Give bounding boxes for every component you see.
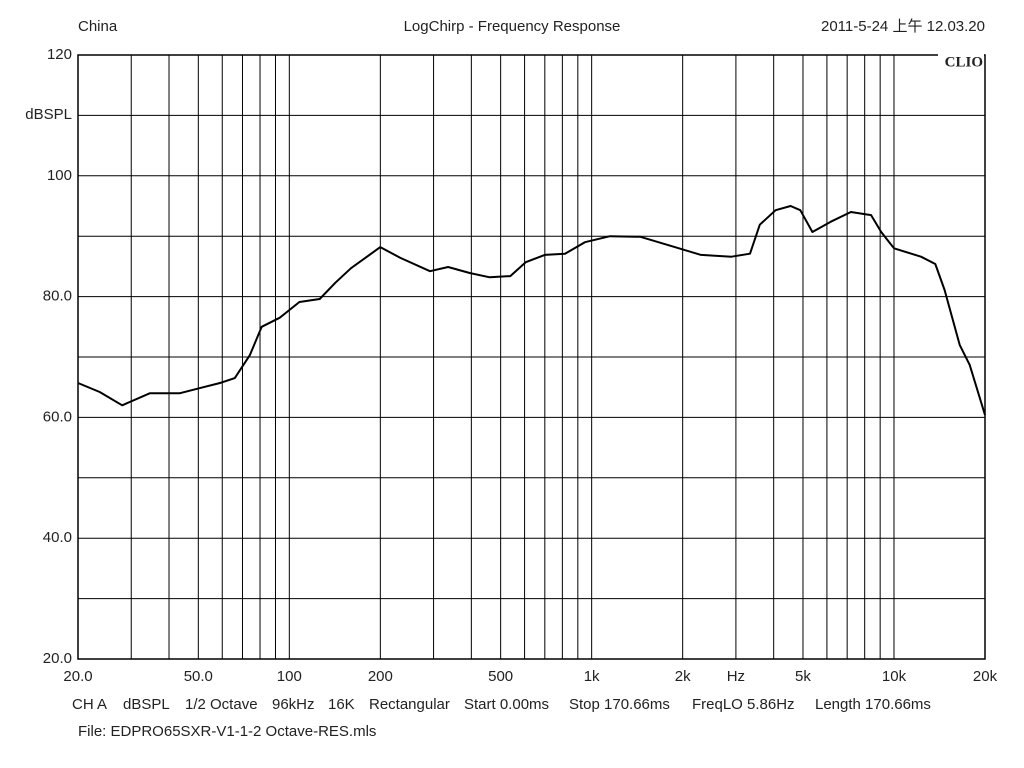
x-tick-label: 50.0 bbox=[184, 668, 213, 685]
x-tick-label: 5k bbox=[795, 668, 811, 685]
measurement-info: CH A bbox=[72, 696, 107, 713]
timestamp: 2011-5-24 上午 12.03.20 bbox=[821, 18, 985, 35]
y-tick-label: 20.0 bbox=[43, 650, 72, 667]
x-tick-label: 20.0 bbox=[63, 668, 92, 685]
y-tick-label: 60.0 bbox=[43, 408, 72, 425]
measurement-info: Stop 170.66ms bbox=[569, 696, 670, 713]
measurement-info: Start 0.00ms bbox=[464, 696, 549, 713]
chart-title: LogChirp - Frequency Response bbox=[404, 18, 621, 35]
x-tick-label: 2k bbox=[675, 668, 691, 685]
measurement-info: dBSPL bbox=[123, 696, 170, 713]
x-tick-label: 100 bbox=[277, 668, 302, 685]
x-tick-label: 1k bbox=[584, 668, 600, 685]
x-tick-label: 10k bbox=[882, 668, 907, 685]
y-tick-label: 100 bbox=[47, 167, 72, 184]
x-tick-label: 500 bbox=[488, 668, 513, 685]
location: China bbox=[78, 18, 118, 35]
file-name: File: EDPRO65SXR-V1-1-2 Octave-RES.mls bbox=[78, 723, 376, 740]
measurement-info: FreqLO 5.86Hz bbox=[692, 696, 795, 713]
y-tick-label: 120 bbox=[47, 46, 72, 63]
plot-border bbox=[77, 54, 986, 660]
response-curve bbox=[77, 205, 986, 416]
brand: CLIO bbox=[945, 54, 983, 70]
y-axis-label: dBSPL bbox=[25, 106, 72, 123]
measurement-info: 16K bbox=[328, 696, 355, 713]
measurement-info: 1/2 Octave bbox=[185, 696, 258, 713]
y-tick-label: 80.0 bbox=[43, 288, 72, 305]
measurement-info: Rectangular bbox=[369, 696, 450, 713]
x-tick-label: Hz bbox=[727, 668, 745, 685]
x-tick-label: 20k bbox=[973, 668, 998, 685]
measurement-info: 96kHz bbox=[272, 696, 315, 713]
measurement-info: Length 170.66ms bbox=[815, 696, 931, 713]
y-tick-label: 40.0 bbox=[43, 529, 72, 546]
brand-bg bbox=[938, 54, 984, 70]
x-tick-label: 200 bbox=[368, 668, 393, 685]
